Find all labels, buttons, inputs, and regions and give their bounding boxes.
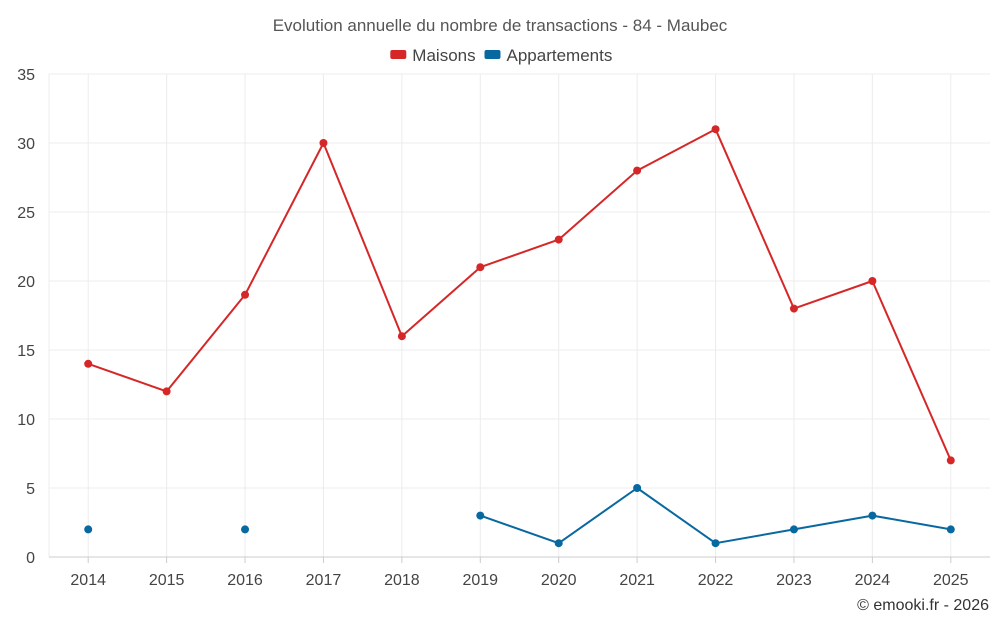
data-point [946, 525, 955, 534]
data-point [476, 263, 485, 272]
x-tick-label: 2015 [149, 572, 185, 589]
series-line-segment [165, 294, 246, 393]
data-point [946, 456, 955, 465]
data-point [84, 525, 93, 534]
data-point [162, 387, 171, 396]
data-point [868, 511, 877, 520]
data-point [397, 332, 406, 341]
data-point [789, 304, 798, 313]
y-tick-label: 0 [26, 550, 35, 567]
x-tick-label: 2018 [384, 572, 420, 589]
x-tick-label: 2024 [855, 572, 891, 589]
y-tick-label: 5 [26, 481, 35, 498]
credit: © emooki.fr - 2026 [857, 597, 989, 614]
data-point [554, 235, 563, 244]
data-point [789, 525, 798, 534]
legend-item-appartements: Appartements [484, 46, 613, 65]
series-line-segment [479, 238, 560, 269]
legend-item-maisons: Maisons [390, 46, 476, 65]
series-line-segment [793, 514, 873, 531]
x-tick-label: 2017 [306, 572, 342, 589]
y-tick-label: 25 [17, 205, 35, 222]
series-maisons [84, 125, 955, 465]
y-tick-label: 20 [17, 274, 35, 291]
series-line-segment [872, 514, 951, 531]
x-tick-label: 2022 [698, 572, 734, 589]
data-point [633, 484, 642, 492]
x-tick-label: 2014 [70, 572, 106, 589]
series-line-segment [714, 128, 795, 310]
data-point [554, 539, 563, 548]
series-line-segment [871, 280, 952, 461]
y-tick-label: 10 [17, 412, 35, 429]
series-line-segment [558, 169, 638, 241]
series-line-segment [322, 142, 403, 337]
series-line-segment [636, 128, 717, 172]
series-line-segment [401, 266, 481, 337]
y-tick-label: 35 [17, 67, 35, 84]
series-line-segment [87, 362, 167, 393]
legend: Maisons Appartements [390, 46, 612, 65]
series-line-segment [558, 487, 638, 545]
legend-swatch [484, 50, 501, 59]
series-line-segment [715, 528, 795, 545]
x-tick-label: 2016 [227, 572, 263, 589]
series-layer [84, 125, 955, 548]
x-tick-label: 2020 [541, 572, 577, 589]
data-point [633, 166, 642, 175]
x-tick-label: 2025 [933, 572, 969, 589]
data-point [711, 539, 720, 548]
data-point [868, 277, 877, 285]
x-tick-label: 2019 [462, 572, 498, 589]
data-point [241, 290, 250, 299]
data-point [476, 511, 485, 520]
series-appartements [84, 484, 955, 548]
data-point [319, 139, 328, 147]
legend-label: Appartements [507, 46, 613, 65]
series-line-segment [244, 142, 325, 296]
data-point [84, 359, 93, 368]
x-tick-label: 2023 [776, 572, 812, 589]
legend-swatch [390, 50, 407, 59]
grid [48, 73, 990, 558]
legend-label: Maisons [412, 46, 475, 65]
y-tick-label: 15 [17, 343, 35, 360]
series-line-segment [479, 514, 560, 545]
series-line-segment [793, 280, 873, 310]
data-point [241, 525, 250, 534]
chart-title: Evolution annuelle du nombre de transact… [273, 16, 728, 35]
series-line-segment [636, 487, 717, 545]
y-tick-label: 30 [17, 136, 35, 153]
x-tick-label: 2021 [619, 572, 655, 589]
data-point [711, 125, 720, 134]
